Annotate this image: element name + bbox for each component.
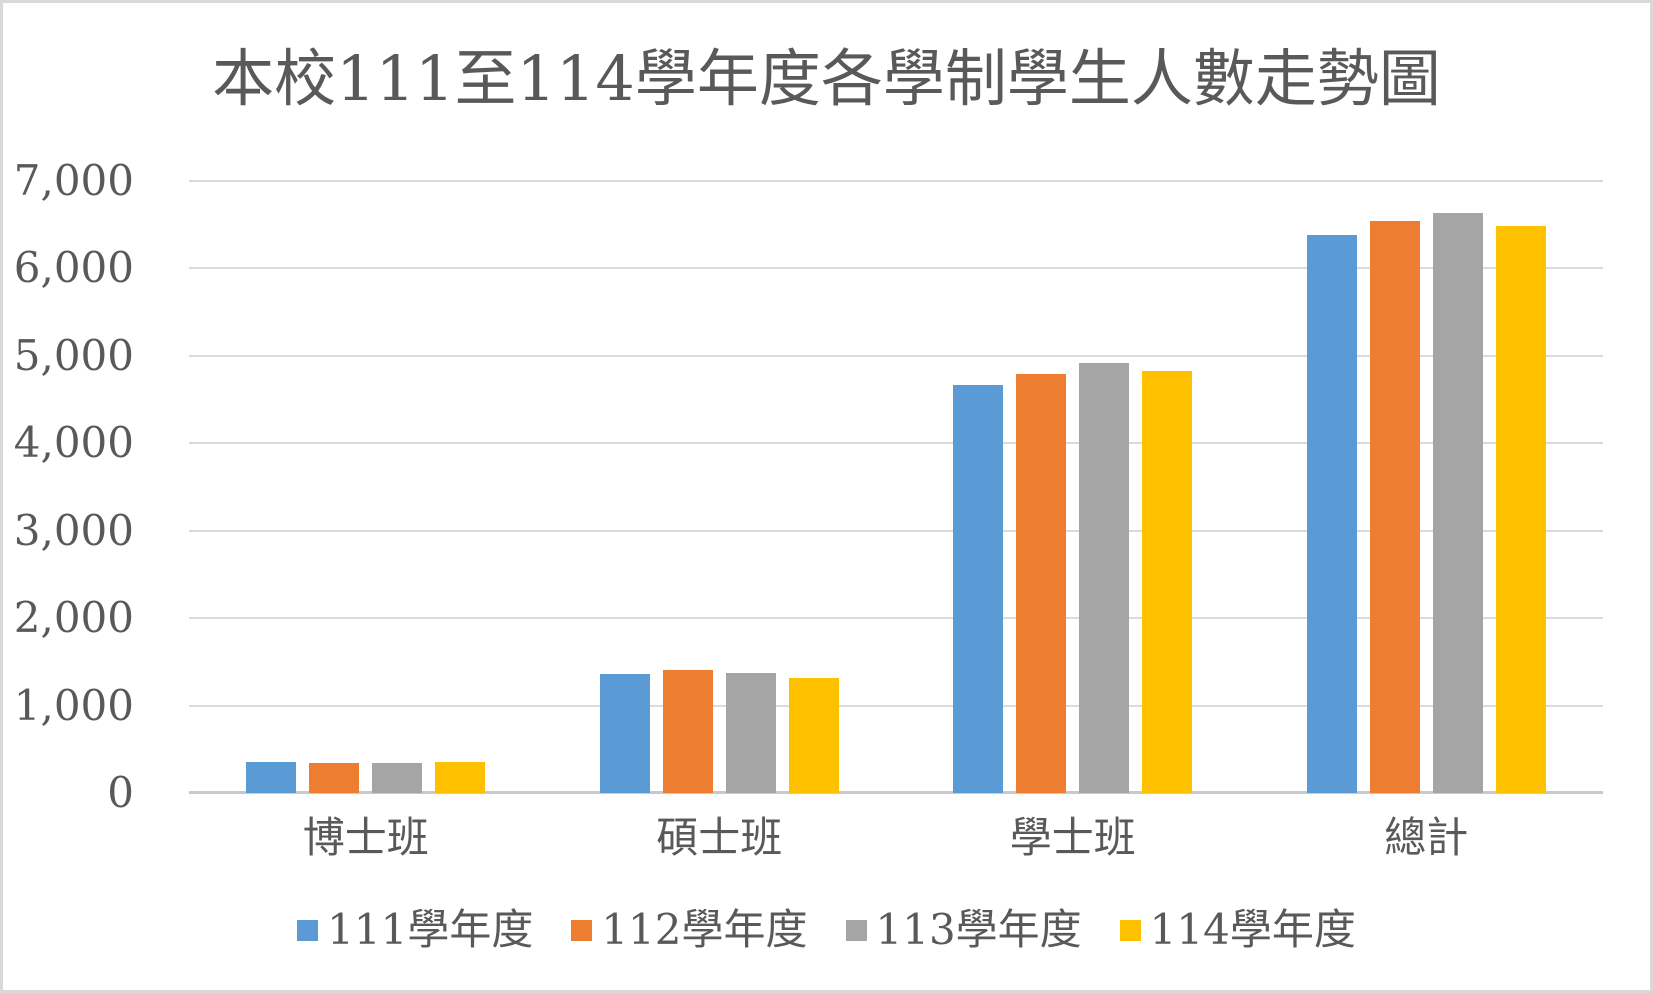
bar-doctoral-114 [435, 762, 486, 793]
gridline-7000 [189, 180, 1603, 182]
y-tick-label-7000: 7,000 [13, 156, 134, 205]
gridline-6000 [189, 267, 1603, 270]
bar-total-114 [1495, 225, 1546, 793]
bar-bachelors-112 [1016, 374, 1067, 793]
legend-swatch-112 [571, 919, 593, 941]
legend-label-114: 114學年度 [1149, 905, 1356, 954]
x-category-label-bachelors: 學士班 [1009, 813, 1136, 862]
bar-total-111 [1306, 235, 1357, 793]
x-category-label-total: 總計 [1384, 813, 1469, 862]
legend: 111學年度 112學年度 113學年度 114學年度 [3, 906, 1650, 954]
gridline-5000 [189, 354, 1603, 357]
x-axis-line [189, 791, 1603, 794]
legend-label-112: 112學年度 [601, 905, 808, 954]
bar-masters-114 [788, 678, 839, 793]
bar-total-112 [1369, 221, 1420, 793]
y-tick-label-2000: 2,000 [13, 593, 134, 643]
bar-masters-112 [662, 669, 713, 793]
bar-doctoral-112 [309, 763, 360, 793]
legend-swatch-111 [297, 919, 319, 941]
legend-label-111: 111學年度 [327, 905, 534, 954]
y-tick-label-0: 0 [107, 768, 134, 817]
legend-swatch-114 [1119, 919, 1141, 941]
legend-label-113: 113學年度 [875, 905, 1082, 954]
bar-doctoral-111 [246, 762, 297, 793]
x-category-label-masters: 碩士班 [656, 813, 783, 862]
legend-item-112: 112學年度 [571, 905, 808, 954]
bar-doctoral-113 [372, 763, 423, 793]
legend-swatch-113 [845, 919, 867, 941]
legend-item-113: 113學年度 [845, 905, 1082, 954]
legend-item-114: 114學年度 [1119, 905, 1356, 954]
x-category-label-doctoral: 博士班 [302, 813, 429, 862]
bar-bachelors-111 [953, 384, 1004, 793]
y-tick-label-5000: 5,000 [13, 330, 134, 380]
legend-item-111: 111學年度 [297, 906, 533, 954]
y-tick-label-4000: 4,000 [13, 418, 134, 468]
y-tick-label-1000: 1,000 [13, 680, 134, 730]
chart-title: 本校111至114學年度各學制學生人數走勢圖 [212, 42, 1441, 115]
gridline-3000 [189, 529, 1603, 532]
gridline-4000 [189, 442, 1603, 445]
plot-area [189, 180, 1603, 794]
gridline-1000 [189, 704, 1603, 707]
bar-total-113 [1432, 213, 1483, 793]
bar-bachelors-113 [1079, 362, 1130, 793]
y-tick-label-3000: 3,000 [13, 505, 134, 555]
bar-bachelors-114 [1142, 370, 1193, 793]
bar-masters-113 [725, 673, 776, 793]
gridline-2000 [189, 617, 1603, 620]
y-tick-label-6000: 6,000 [13, 243, 134, 293]
bar-masters-111 [599, 674, 650, 793]
